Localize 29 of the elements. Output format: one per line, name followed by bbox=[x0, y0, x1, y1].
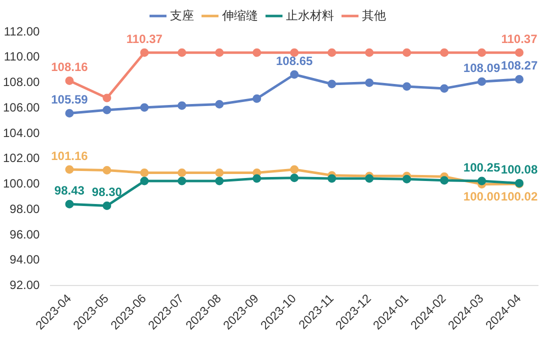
y-tick-label: 98.00 bbox=[10, 202, 40, 216]
data-label: 100.25 bbox=[463, 160, 500, 174]
data-label: 101.16 bbox=[51, 148, 88, 163]
y-tick-label: 100.00 bbox=[3, 176, 40, 191]
legend-label: 其他 bbox=[362, 8, 386, 22]
data-label: 105.59 bbox=[51, 92, 88, 107]
data-label: 108.27 bbox=[500, 58, 538, 73]
data-label: 100.08 bbox=[500, 162, 538, 177]
legend-label: 支座 bbox=[170, 8, 194, 22]
y-tick-label: 108.00 bbox=[3, 75, 40, 90]
data-label: 100.02 bbox=[500, 189, 538, 204]
data-label: 98.30 bbox=[92, 185, 122, 200]
legend-label: 伸缩缝 bbox=[221, 8, 258, 22]
y-tick-label: 94.00 bbox=[10, 252, 40, 267]
y-tick-label: 104.00 bbox=[3, 126, 40, 140]
y-tick-label: 92.00 bbox=[10, 278, 40, 292]
y-tick-label: 110.00 bbox=[4, 50, 40, 64]
data-label: 110.37 bbox=[126, 32, 163, 46]
data-label: 108.09 bbox=[463, 60, 500, 75]
y-tick-label: 106.00 bbox=[3, 100, 40, 114]
data-label: 98.43 bbox=[54, 183, 85, 198]
data-label: 108.16 bbox=[51, 60, 88, 74]
data-label: 108.65 bbox=[276, 54, 314, 68]
y-tick-label: 112.00 bbox=[4, 24, 40, 38]
y-tick-label: 102.00 bbox=[3, 151, 40, 166]
y-tick-label: 96.00 bbox=[10, 227, 40, 242]
legend-label: 止水材料 bbox=[286, 8, 334, 22]
data-label: 110.37 bbox=[501, 32, 538, 46]
data-label: 100.00 bbox=[463, 190, 500, 204]
